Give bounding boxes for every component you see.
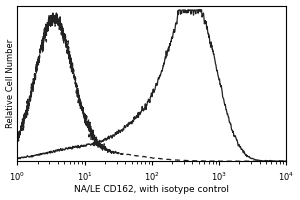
Y-axis label: Relative Cell Number: Relative Cell Number [6, 39, 15, 128]
X-axis label: NA/LE CD162, with isotype control: NA/LE CD162, with isotype control [74, 185, 229, 194]
